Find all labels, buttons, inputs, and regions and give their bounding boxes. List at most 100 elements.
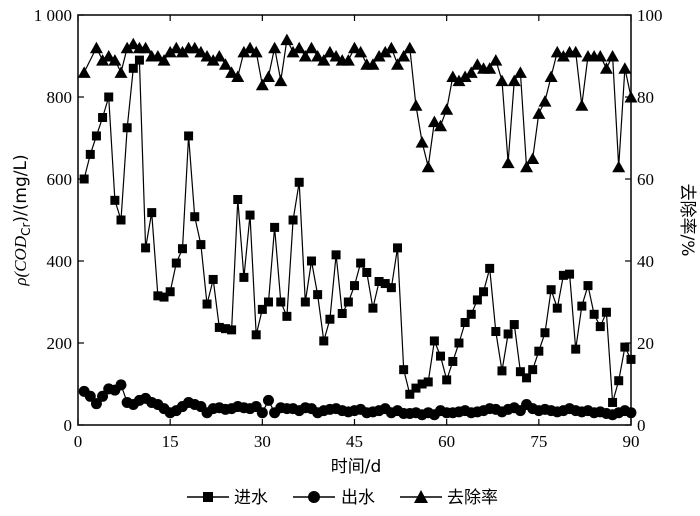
series-removal [77, 33, 638, 173]
inflow-point [245, 210, 255, 220]
removal-point [501, 156, 515, 169]
removal-point [77, 66, 91, 78]
inflow-point [257, 304, 267, 314]
inflow-point [466, 309, 476, 319]
inflow-point [147, 208, 157, 218]
inflow-point [202, 299, 212, 309]
removal-point [341, 54, 355, 66]
removal-point [212, 50, 226, 62]
y-axis-left-title-sub: Cr [19, 223, 33, 236]
inflow-point [220, 324, 230, 334]
removal-point [575, 99, 589, 111]
legend-marker-removal [414, 490, 428, 503]
removal-point [599, 62, 613, 74]
removal-point [169, 41, 183, 54]
y-right-tick-label: 0 [637, 416, 646, 435]
inflow-point [620, 342, 630, 352]
removal-point [96, 54, 110, 66]
inflow-point [393, 243, 403, 253]
inflow-point [528, 365, 538, 375]
removal-point [237, 45, 251, 58]
inflow-point [534, 346, 544, 356]
inflow-point [546, 285, 556, 295]
removal-point [304, 41, 318, 54]
inflow-point [306, 256, 316, 266]
inflow-point [509, 320, 519, 330]
x-tick-label: 60 [438, 432, 455, 451]
removal-point [298, 50, 312, 62]
x-tick-label: 30 [254, 432, 271, 451]
inflow-point [85, 149, 95, 159]
y-axis-left-title: ρ(CODCr)/(mg/L) [11, 154, 33, 286]
inflow-point [276, 297, 286, 307]
removal-point [440, 103, 454, 115]
inflow-point [325, 314, 335, 324]
removal-point [612, 160, 626, 173]
removal-point [218, 58, 232, 70]
legend-marker-inflow [203, 492, 213, 502]
removal-point [397, 50, 411, 62]
inflow-point [423, 377, 433, 387]
inflow-point [565, 269, 575, 279]
removal-point [261, 70, 275, 82]
inflow-point [313, 290, 323, 300]
removal-point [415, 136, 429, 148]
inflow-point [442, 375, 452, 385]
removal-point [556, 50, 570, 62]
removal-point [544, 70, 558, 82]
outflow-point [262, 394, 274, 406]
inflow-point [399, 365, 409, 375]
inflow-point [503, 329, 513, 339]
removal-point [163, 45, 177, 58]
inflow-point [79, 174, 89, 184]
inflow-point [601, 307, 611, 317]
y-left-tick-label: 600 [47, 170, 73, 189]
removal-point [249, 45, 263, 58]
removal-point [618, 62, 632, 74]
inflow-point [134, 55, 144, 65]
inflow-point [614, 376, 624, 386]
removal-point [108, 54, 122, 66]
removal-point [452, 74, 466, 87]
inflow-point [479, 287, 489, 297]
inflow-point [608, 397, 618, 407]
inflow-point [116, 215, 126, 225]
removal-point [354, 45, 368, 58]
outflow-point [625, 407, 637, 419]
removal-point [286, 45, 300, 58]
inflow-point [589, 309, 599, 319]
removal-point [372, 50, 386, 62]
x-tick-label: 45 [346, 432, 363, 451]
y-left-tick-label: 0 [64, 416, 73, 435]
inflow-point [454, 338, 464, 348]
removal-point [366, 58, 380, 70]
inflow-point [558, 270, 568, 280]
y-right-tick-label: 80 [637, 88, 654, 107]
legend-label-outflow: 出水 [341, 488, 375, 508]
inflow-point [386, 283, 396, 293]
inflow-point [91, 131, 101, 141]
removal-point [495, 74, 509, 87]
removal-point [391, 58, 405, 70]
y-axis-left-title-suffix: )/(mg/L) [11, 154, 31, 222]
legend-item-outflow: 出水 [293, 488, 375, 508]
inflow-point [380, 279, 390, 289]
y-axis-left-title-main: ρ(COD [11, 235, 30, 286]
legend: 进水 出水 去除率 [187, 488, 498, 508]
inflow-point [595, 322, 605, 332]
y-right-tick-label: 20 [637, 334, 654, 353]
removal-point [329, 50, 343, 62]
inflow-point [184, 131, 194, 141]
removal-point [120, 41, 134, 54]
inflow-point [141, 243, 151, 253]
removal-point [624, 91, 638, 103]
legend-label-inflow: 进水 [234, 488, 268, 508]
inflow-point [522, 373, 532, 383]
removal-point [458, 70, 472, 82]
inflow-point [448, 356, 458, 366]
inflow-point [159, 292, 169, 302]
removal-point [206, 54, 220, 66]
removal-point [483, 62, 497, 74]
